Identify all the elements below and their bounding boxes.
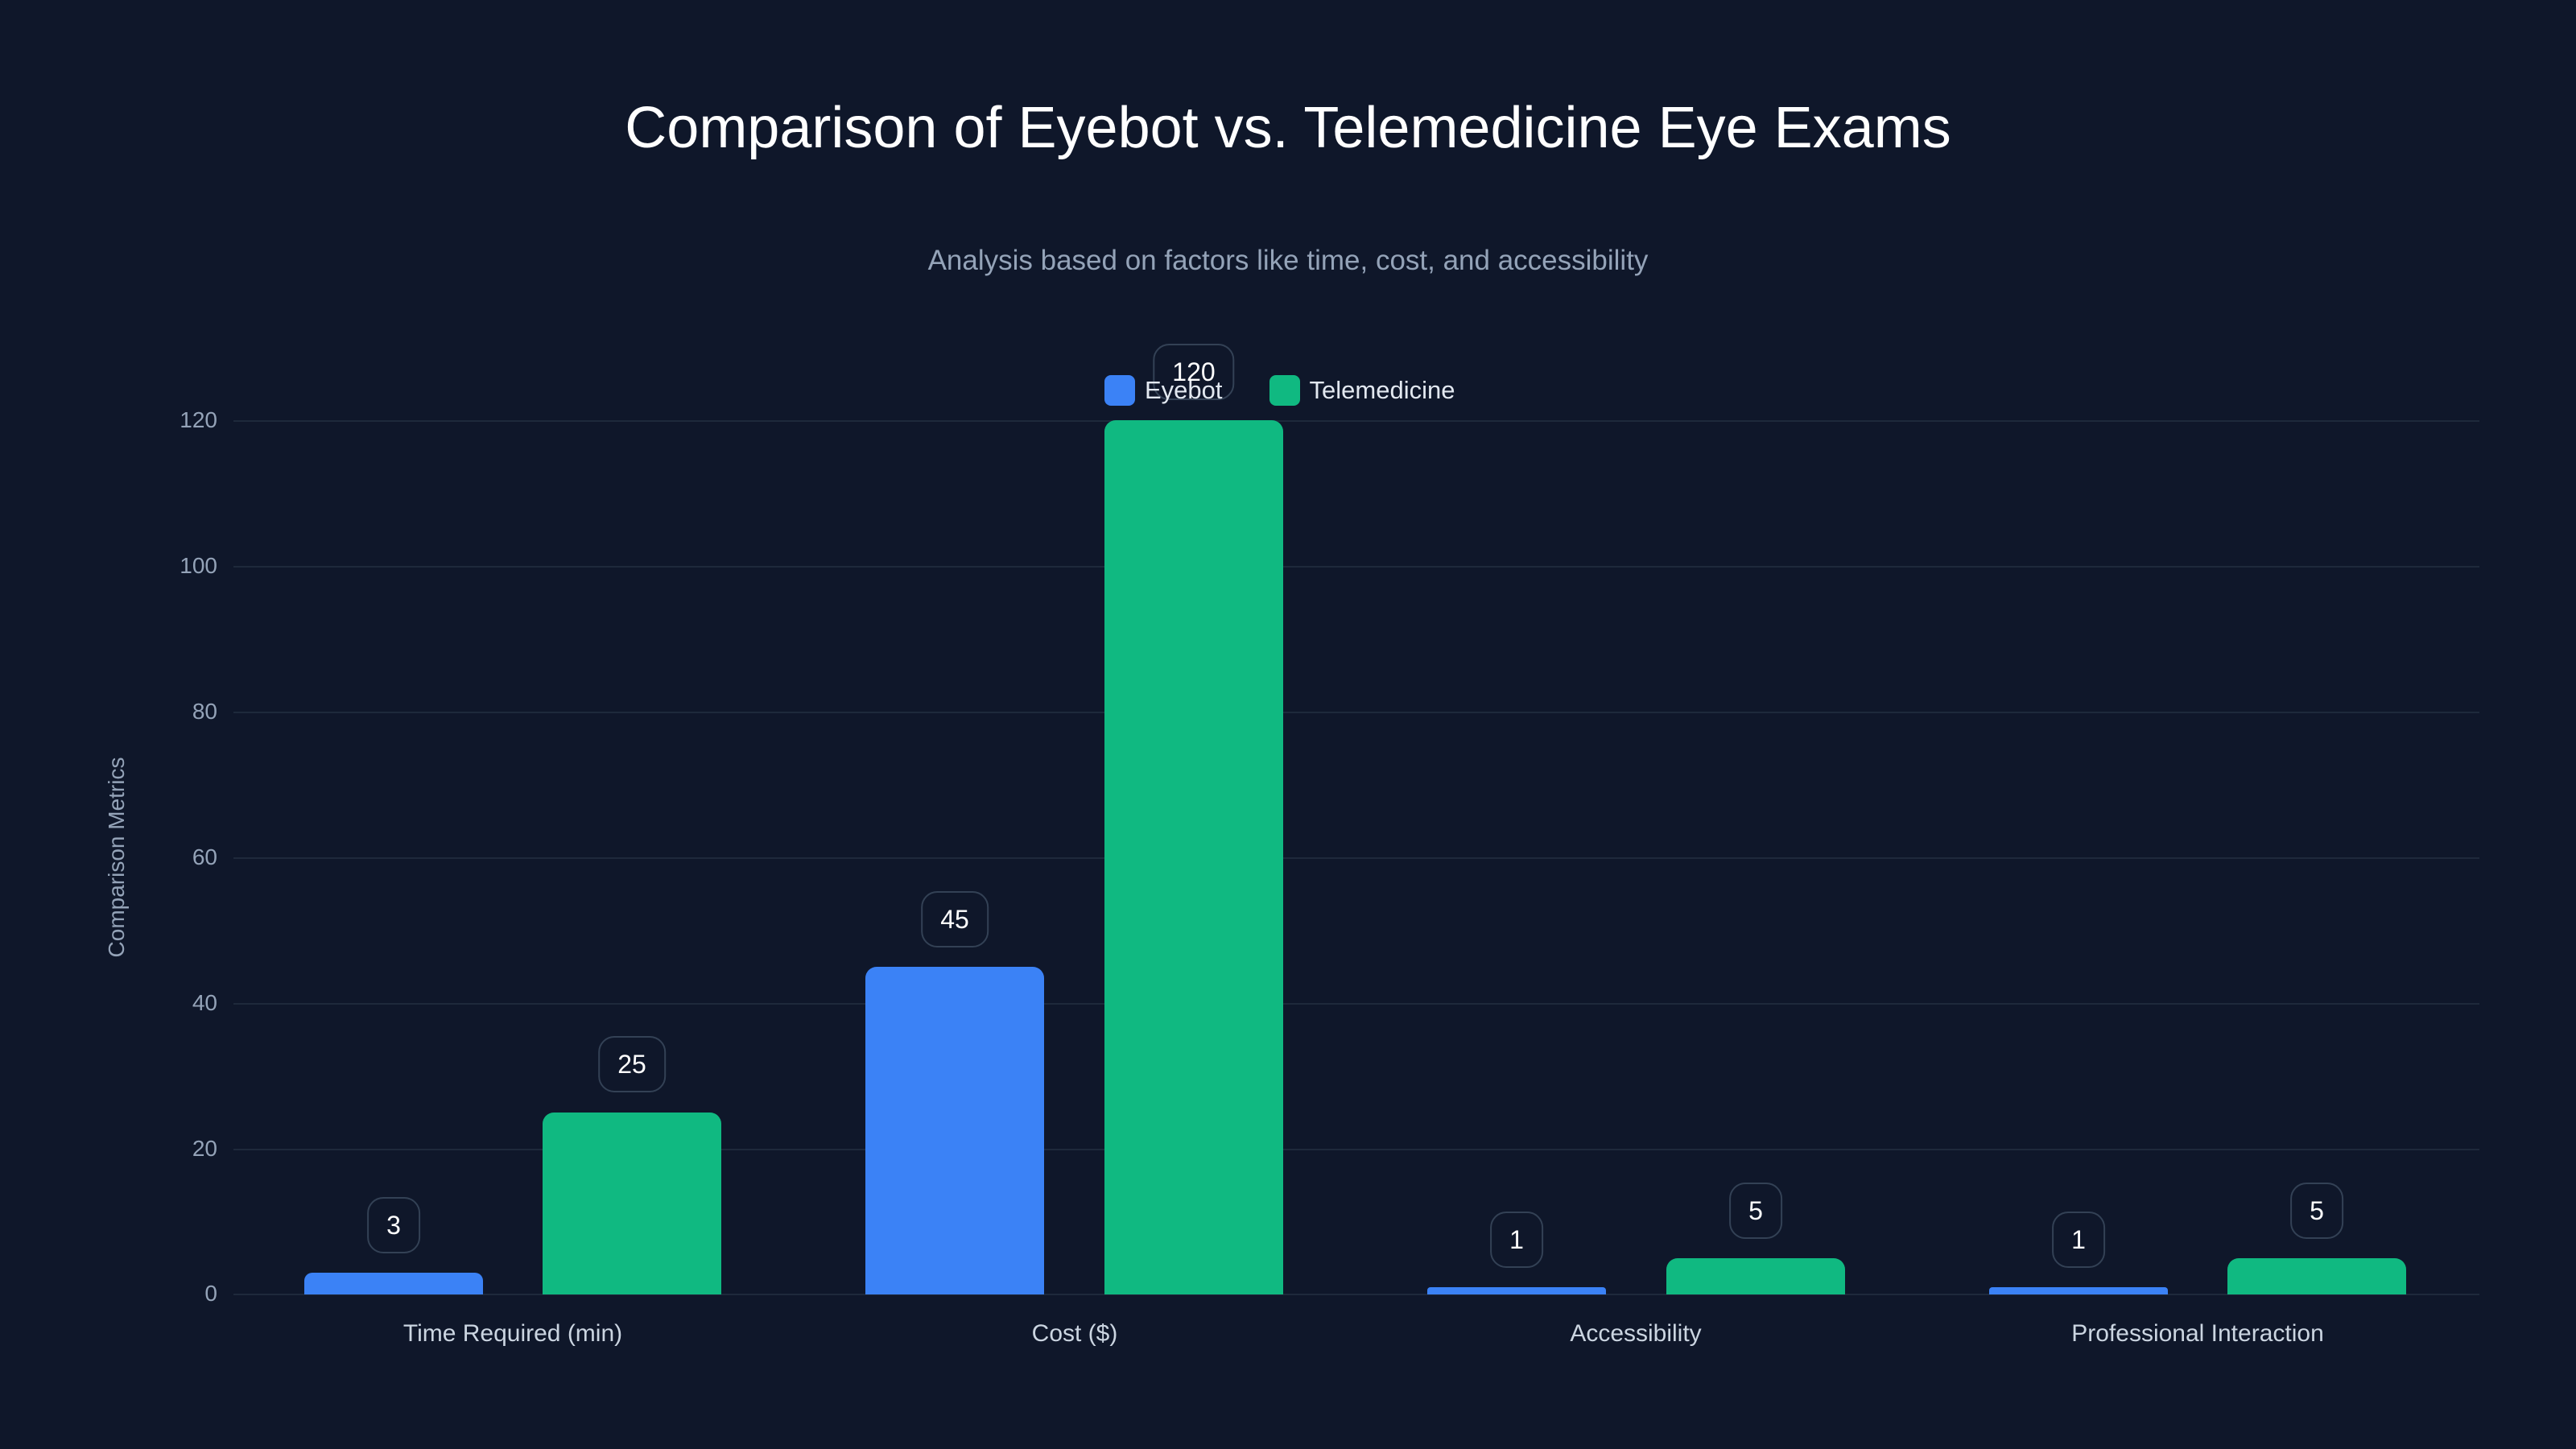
gridline-60 (233, 857, 2479, 859)
gridline-0 (233, 1294, 2479, 1295)
bar-telemedicine-time[interactable] (543, 1113, 721, 1294)
legend: Eyebot Telemedicine (1104, 375, 1501, 406)
gridline-120 (233, 420, 2479, 422)
y-tick: 20 (192, 1136, 217, 1161)
gridline-40 (233, 1003, 2479, 1005)
value-label: 45 (921, 891, 989, 947)
bar-telemedicine-cost[interactable] (1104, 420, 1283, 1294)
value-label: 25 (598, 1036, 666, 1092)
gridline-20 (233, 1149, 2479, 1150)
bar-eyebot-professional[interactable] (1989, 1287, 2168, 1294)
bar-telemedicine-accessibility[interactable] (1666, 1258, 1845, 1294)
y-tick: 40 (192, 990, 217, 1015)
y-tick: 120 (180, 407, 217, 432)
value-label: 1 (1490, 1212, 1543, 1268)
x-tick-label: Accessibility (1570, 1320, 1702, 1347)
y-tick: 100 (180, 553, 217, 578)
value-label: 1 (2052, 1212, 2105, 1268)
gridline-100 (233, 566, 2479, 568)
y-axis-label: Comparison Metrics (104, 757, 129, 958)
x-tick-label: Cost ($) (1031, 1320, 1118, 1347)
bar-eyebot-accessibility[interactable] (1427, 1287, 1606, 1294)
legend-swatch-blue (1104, 375, 1135, 406)
legend-label: Telemedicine (1309, 376, 1455, 404)
bar-eyebot-cost[interactable] (865, 967, 1044, 1294)
bar-telemedicine-professional[interactable] (2227, 1258, 2406, 1294)
plot-area: 120 100 80 60 40 20 0 3 25 45 120 1 5 1 … (180, 344, 2479, 1306)
legend-swatch-green (1269, 375, 1300, 406)
value-label: 5 (2290, 1183, 2343, 1239)
legend-item-eyebot[interactable]: Eyebot (1104, 375, 1223, 406)
value-label: 5 (1729, 1183, 1782, 1239)
legend-item-telemedicine[interactable]: Telemedicine (1269, 375, 1455, 406)
y-tick: 60 (192, 844, 217, 869)
chart-subtitle: Analysis based on factors like time, cos… (927, 245, 1649, 276)
legend-label: Eyebot (1145, 376, 1223, 404)
chart-title: Comparison of Eyebot vs. Telemedicine Ey… (625, 96, 1951, 160)
bar-eyebot-time[interactable] (304, 1273, 483, 1294)
value-label: 3 (367, 1197, 420, 1253)
value-label: 120 (1153, 344, 1235, 400)
x-tick-label: Time Required (min) (402, 1320, 623, 1347)
x-tick-label: Professional Interaction (2071, 1320, 2324, 1347)
gridline-80 (233, 712, 2479, 713)
y-tick: 0 (204, 1281, 217, 1306)
y-tick: 80 (192, 699, 217, 724)
